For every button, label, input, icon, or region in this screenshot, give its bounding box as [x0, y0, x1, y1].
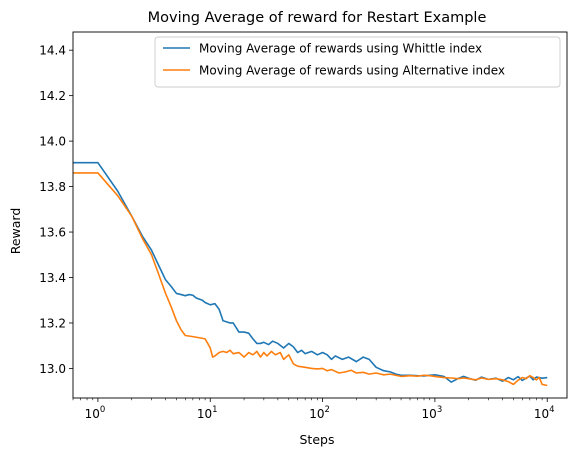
legend-label-whittle: Moving Average of rewards using Whittle … — [199, 42, 482, 56]
x-axis-ticks: 100 101 102 103 104 — [72, 398, 555, 421]
legend-label-alternative: Moving Average of rewards using Alternat… — [199, 64, 505, 78]
legend: Moving Average of rewards using Whittle … — [154, 36, 561, 88]
x-tick-label: 103 — [422, 405, 443, 421]
y-tick-label: 13.2 — [39, 316, 66, 330]
series-line-1 — [73, 172, 548, 387]
x-tick-label: 104 — [534, 405, 555, 421]
y-tick-label: 13.4 — [39, 271, 66, 285]
x-tick-label: 102 — [309, 405, 330, 421]
y-tick-label: 14.2 — [39, 89, 66, 103]
y-tick-label: 13.0 — [39, 362, 66, 376]
y-tick-label: 14.4 — [39, 44, 66, 58]
legend-box — [154, 36, 561, 88]
plot-frame — [72, 31, 568, 399]
y-tick-label: 13.6 — [39, 226, 66, 240]
x-tick-label: 100 — [85, 405, 106, 421]
y-tick-label: 14.0 — [39, 135, 66, 149]
x-axis-label: Steps — [300, 432, 335, 447]
y-axis-label: Reward — [8, 208, 23, 255]
plot-area — [73, 161, 548, 387]
x-tick-label: 101 — [197, 405, 218, 421]
chart-title: Moving Average of reward for Restart Exa… — [148, 10, 487, 26]
y-axis-ticks: 13.0 13.2 13.4 13.6 13.8 14.0 14.2 14.4 — [39, 44, 73, 376]
y-tick-label: 13.8 — [39, 180, 66, 194]
